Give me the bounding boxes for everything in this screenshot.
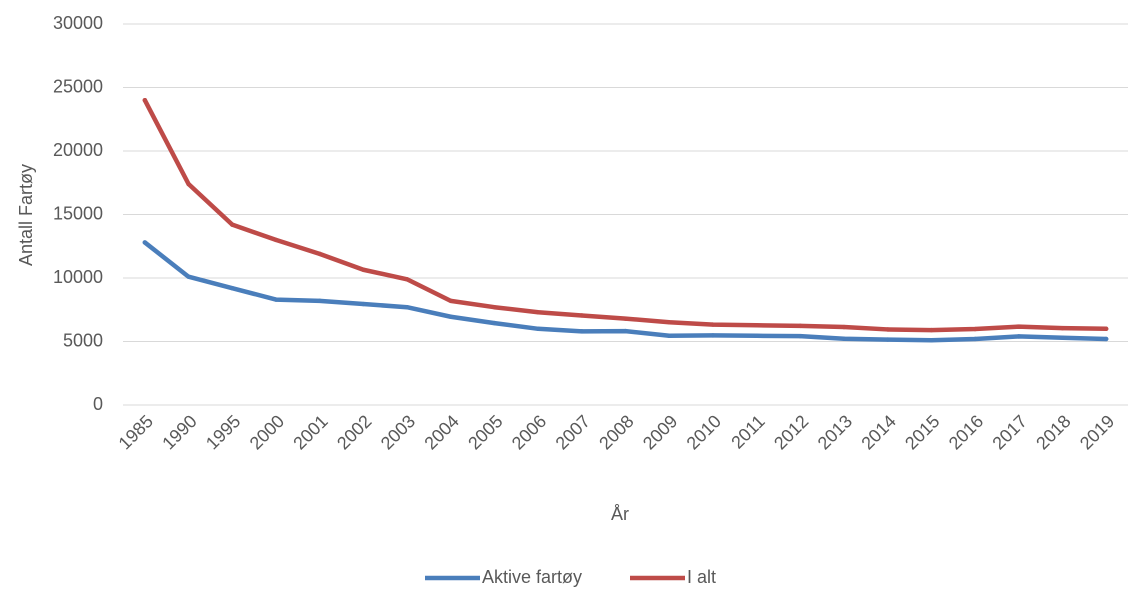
gridlines	[123, 23, 1128, 406]
x-tick-label: 2003	[377, 411, 419, 453]
data-point	[579, 329, 585, 334]
x-tick-label: 2006	[508, 411, 550, 453]
x-tick-label: 2005	[464, 411, 506, 453]
data-point	[535, 326, 541, 331]
x-tick-label: 2002	[333, 411, 375, 453]
x-tick-label: 2000	[246, 411, 288, 453]
data-point	[317, 298, 322, 304]
y-tick-label: 5000	[63, 330, 103, 350]
data-point	[317, 251, 322, 257]
x-tick-label: 2010	[683, 411, 725, 453]
x-tick-label: 2012	[770, 411, 812, 453]
data-point	[492, 320, 497, 326]
y-tick-label: 25000	[53, 76, 103, 96]
data-point	[273, 297, 279, 302]
data-point	[404, 277, 410, 282]
data-point	[404, 305, 410, 310]
data-point	[1016, 324, 1021, 329]
x-tick-label: 2004	[420, 411, 462, 453]
x-tick-label: 2015	[901, 411, 943, 453]
data-point	[841, 324, 847, 330]
x-tick-label: 2001	[289, 411, 331, 453]
data-point	[1103, 326, 1109, 331]
x-tick-label: 2009	[639, 411, 681, 453]
data-point	[579, 313, 585, 318]
x-tick-label: 1995	[202, 411, 244, 453]
data-point	[710, 322, 716, 327]
x-tick-label: 2019	[1076, 411, 1118, 453]
data-point	[754, 323, 759, 328]
data-point	[929, 327, 934, 333]
data-point	[361, 267, 366, 272]
x-tick-label: 2014	[857, 411, 899, 453]
y-tick-label: 15000	[53, 203, 103, 223]
x-tick-label: 2017	[988, 411, 1030, 453]
data-point	[1060, 335, 1065, 340]
x-axis: 1985 1990 1995 2000 2001 2002 2003 2004 2005 2006…	[115, 411, 1119, 453]
legend-label-2: I alt	[687, 567, 716, 587]
data-point	[885, 337, 890, 342]
data-point	[929, 338, 934, 343]
series-lines	[142, 97, 1109, 343]
data-point	[1016, 334, 1021, 339]
x-tick-label: 1985	[115, 411, 157, 453]
data-point	[841, 336, 847, 341]
x-tick-label: 2011	[727, 411, 769, 453]
data-point	[666, 333, 672, 338]
data-point	[885, 327, 890, 332]
x-tick-label: 2016	[945, 411, 987, 453]
data-point	[492, 305, 497, 310]
x-tick-label: 2007	[552, 411, 594, 453]
x-tick-label: 2013	[814, 411, 856, 453]
y-tick-label: 0	[93, 394, 103, 414]
data-point	[972, 326, 978, 332]
data-point	[623, 316, 628, 321]
data-point	[230, 285, 235, 291]
y-tick-label: 30000	[53, 13, 103, 33]
data-point	[798, 323, 803, 329]
data-point	[448, 314, 453, 319]
data-point	[1103, 336, 1109, 342]
x-tick-label: 2018	[1032, 411, 1074, 453]
data-point	[535, 310, 541, 315]
data-point	[798, 333, 803, 339]
y-axis-title: Antall Fartøy	[16, 164, 36, 266]
data-point	[448, 298, 453, 304]
data-point	[754, 333, 759, 338]
y-tick-label: 20000	[53, 140, 103, 160]
series-line-2	[142, 97, 1109, 333]
x-axis-title: År	[611, 504, 629, 524]
data-point	[186, 181, 191, 187]
data-point	[972, 336, 978, 342]
data-point	[710, 333, 716, 338]
legend-label-1: Aktive fartøy	[482, 567, 582, 587]
data-point	[623, 328, 628, 334]
data-point	[142, 98, 148, 103]
data-point	[361, 301, 366, 307]
data-point	[273, 237, 279, 243]
y-axis: 0 5000 10000 15000 20000 25000 30000	[53, 13, 103, 414]
legend: Aktive fartøy I alt	[425, 567, 716, 587]
y-tick-label: 10000	[53, 267, 103, 287]
data-point	[186, 274, 191, 279]
series-line-1	[142, 240, 1109, 343]
data-point	[1060, 325, 1065, 331]
x-tick-label: 1990	[158, 411, 200, 453]
data-point	[142, 240, 148, 245]
data-point	[666, 319, 672, 325]
data-point	[230, 222, 235, 227]
x-tick-label: 2008	[595, 411, 637, 453]
